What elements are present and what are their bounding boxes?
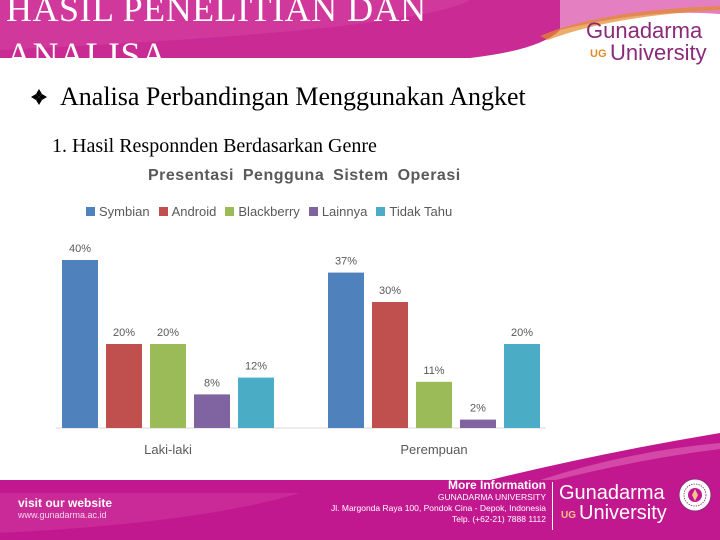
data-label: 11% — [423, 365, 444, 377]
chart-plot: 40% 20% 20% 8% 12% Laki-laki 37% 30% 11% 2% 20% Per… — [56, 243, 546, 457]
chart-legend: Symbian Android Blackberry Lainnya Tidak Tah… — [86, 204, 461, 219]
data-label: 20% — [511, 327, 533, 339]
bar-tidak-tahu-perempuan — [504, 344, 540, 428]
category-label: Perempuan — [400, 442, 467, 457]
legend-item: Symbian — [86, 204, 150, 219]
phone-line: Telp. (+62-21) 7888 1112 — [452, 514, 546, 524]
bullet-heading: Analisa Perbandingan Menggunakan Angket — [30, 82, 526, 112]
bar-blackberry-laki-laki — [150, 344, 186, 428]
chart-title: Presentasi Pengguna Sistem Operasi — [148, 167, 461, 184]
footer-logo-name-line2: University — [579, 502, 667, 524]
contact-info: More Information GUNADARMA UNIVERSITY Jl… — [310, 478, 546, 525]
legend-label: Symbian — [99, 204, 150, 219]
logo-name-line1: Gunadarma — [586, 18, 703, 43]
university-seal-icon — [678, 478, 712, 512]
data-label: 37% — [335, 256, 357, 268]
slide-title: HASIL PENELITIAN DAN ANALISA — [6, 0, 427, 75]
legend-label: Blackberry — [238, 204, 300, 219]
legend-swatch — [308, 207, 318, 216]
university-logo: Gunadarma UG University — [586, 18, 716, 70]
bar-lainnya-laki-laki — [194, 394, 230, 428]
bar-symbian-perempuan — [328, 272, 364, 428]
footer-band — [0, 433, 720, 540]
legend-label: Tidak Tahu — [389, 204, 453, 219]
website-url[interactable]: www.gunadarma.ac.id — [18, 510, 107, 520]
data-label: 12% — [245, 361, 267, 373]
legend-label: Android — [171, 204, 217, 219]
visit-website-title: visit our website — [18, 496, 113, 510]
header-band — [0, 0, 720, 58]
data-label: 20% — [113, 327, 135, 339]
legend-item: Android — [158, 204, 217, 219]
footer-university-logo: Gunadarma UG University — [552, 482, 684, 530]
bar-symbian-laki-laki — [62, 260, 98, 428]
legend-item: Blackberry — [225, 204, 300, 219]
logo-name-line2: University — [610, 40, 707, 65]
bar-lainnya-perempuan — [460, 419, 496, 428]
data-label: 20% — [157, 327, 179, 339]
more-info-title: More Information — [448, 478, 546, 492]
bar-blackberry-perempuan — [416, 381, 452, 428]
data-label: 2% — [470, 403, 486, 415]
footer-logo-name-line1: Gunadarma — [559, 482, 665, 504]
legend-swatch — [225, 207, 235, 216]
data-label: 30% — [379, 285, 401, 297]
os-usage-chart: Presentasi Pengguna Sistem Operasi Symbi… — [56, 164, 546, 464]
legend-swatch — [376, 207, 386, 216]
footer-logo-mark: UG — [561, 510, 576, 521]
legend-item: Lainnya — [308, 204, 368, 219]
data-label: 8% — [204, 377, 220, 389]
bar-tidak-tahu-laki-laki — [238, 377, 274, 428]
legend-item: Tidak Tahu — [376, 204, 452, 219]
logo-mark: UG — [590, 48, 607, 60]
address-line: Jl. Margonda Raya 100, Pondok Cina - Dep… — [331, 503, 546, 513]
bar-android-laki-laki — [106, 344, 142, 428]
legend-label: Lainnya — [321, 204, 368, 219]
bullet-heading-text: Analisa Perbandingan Menggunakan Angket — [60, 82, 526, 111]
legend-swatch — [158, 207, 168, 216]
more-info-org: GUNADARMA UNIVERSITY — [437, 492, 546, 502]
bar-android-perempuan — [372, 302, 408, 428]
sub-heading: 1. Hasil Responnden Berdasarkan Genre — [52, 135, 377, 157]
legend-swatch — [86, 207, 95, 216]
diamond-bullet-icon — [31, 89, 47, 105]
category-label: Laki-laki — [144, 442, 192, 457]
data-label: 40% — [69, 243, 91, 255]
